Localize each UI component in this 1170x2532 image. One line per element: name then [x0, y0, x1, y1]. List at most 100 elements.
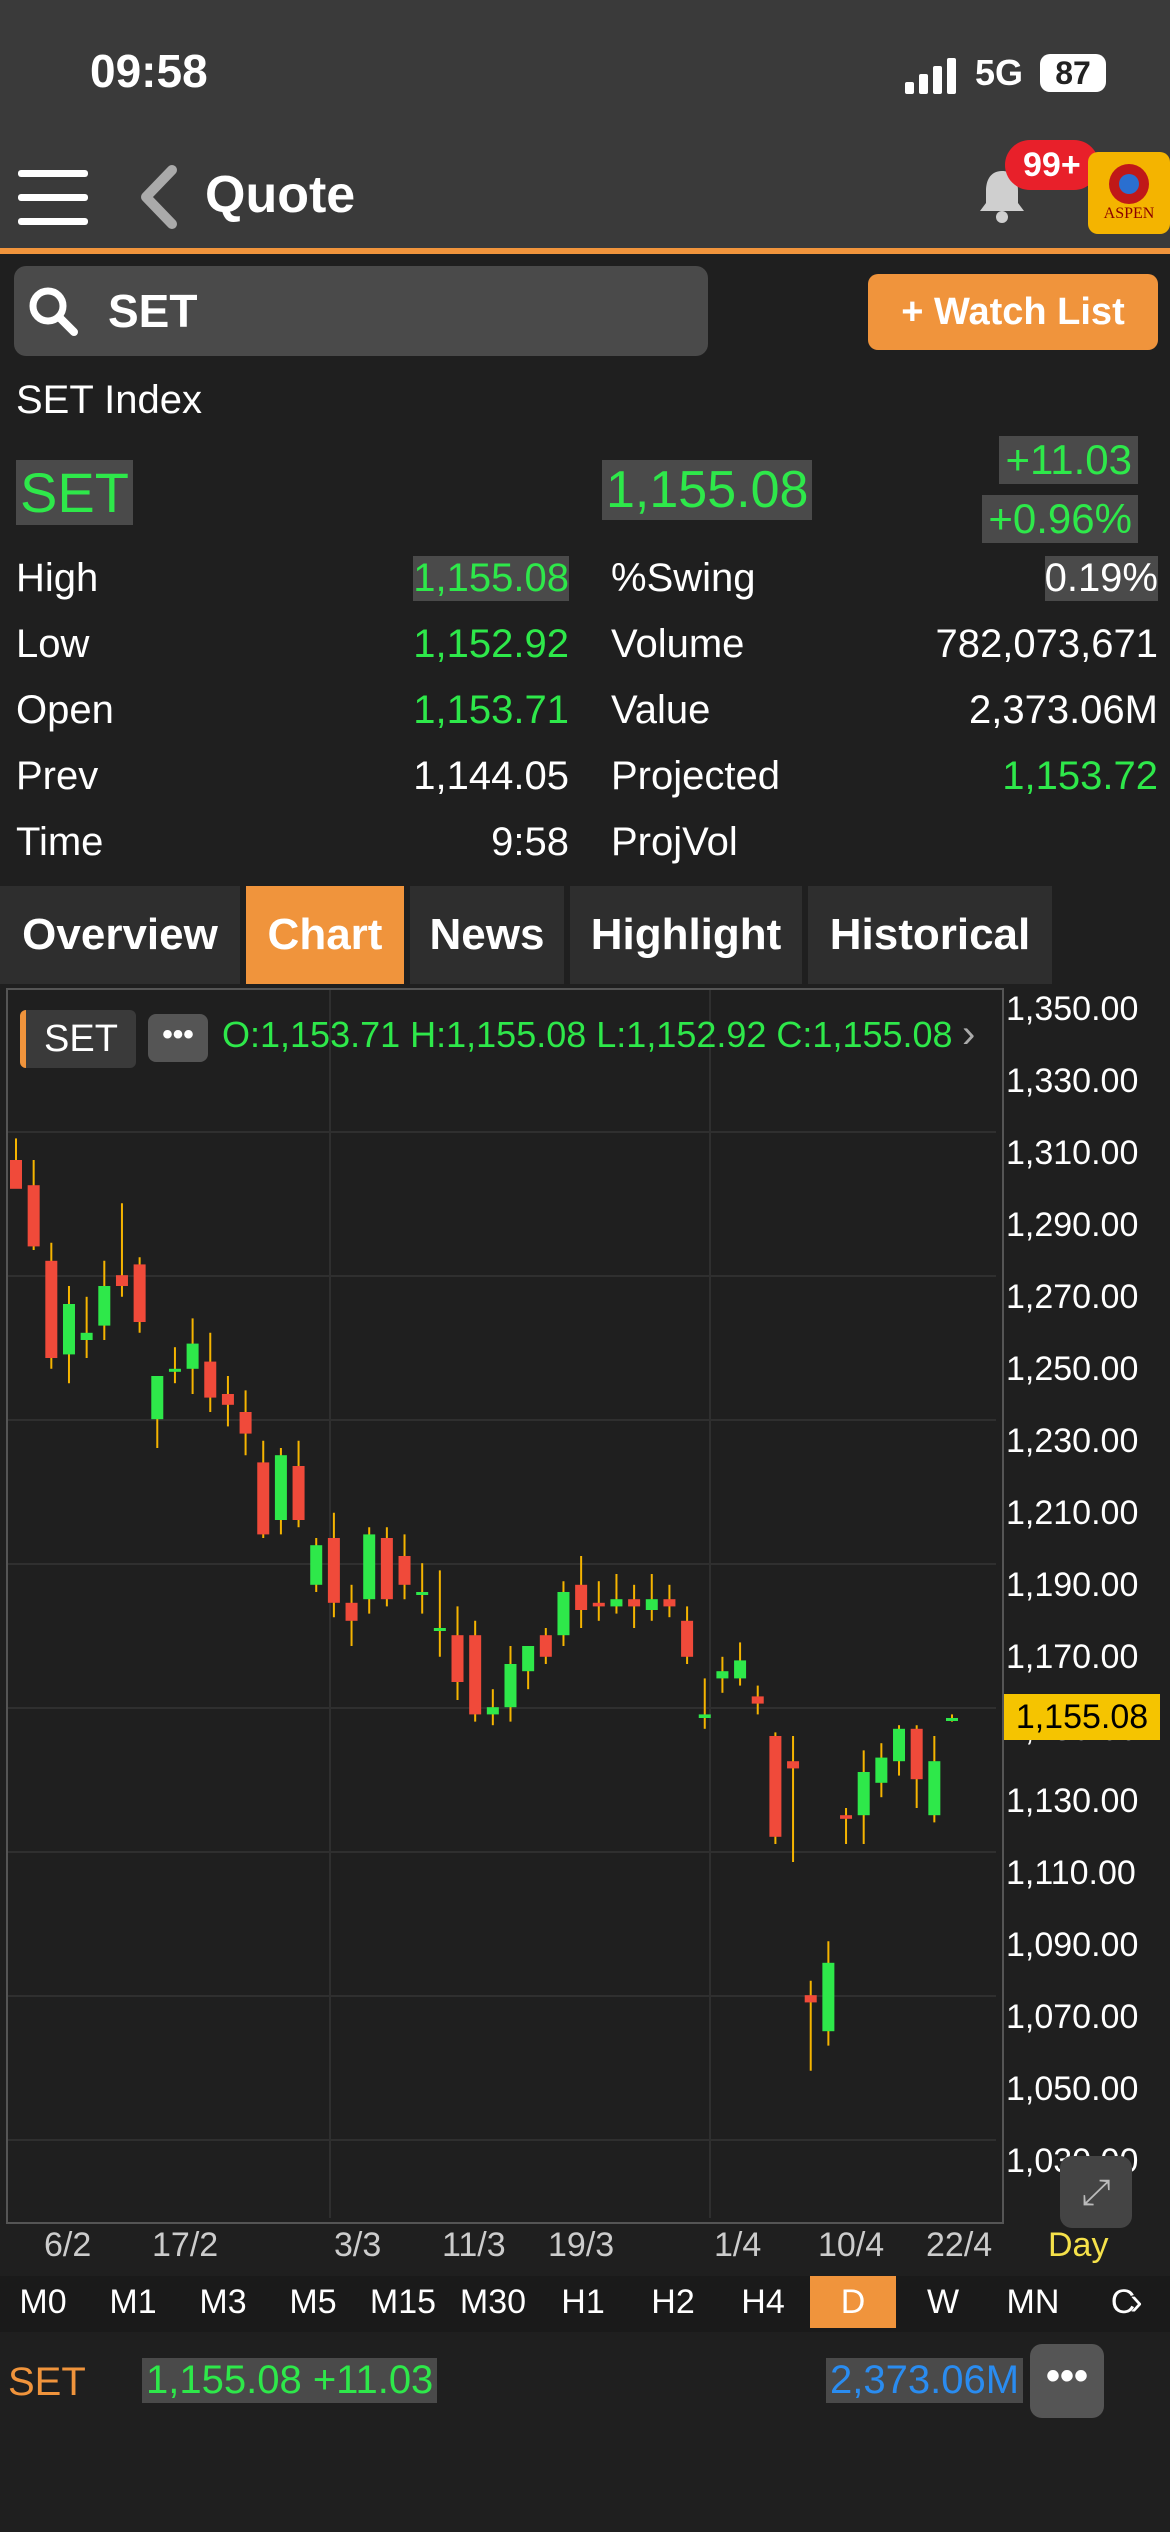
- candle-body: [734, 1660, 747, 1679]
- candle-body: [592, 1602, 605, 1607]
- interval-m15[interactable]: M15: [369, 2283, 437, 2321]
- notification-badge: 99+: [1005, 140, 1099, 190]
- x-tick-label: 22/4: [926, 2226, 993, 2264]
- candle-body: [363, 1534, 376, 1600]
- candle-body: [62, 1304, 75, 1355]
- label-open: Open: [16, 688, 114, 732]
- interval-h2[interactable]: H2: [651, 2283, 695, 2321]
- candle-body: [10, 1160, 22, 1189]
- interval-bar: [0, 2276, 1170, 2332]
- value-projected: 1,153.72: [1002, 754, 1158, 798]
- interval-m1[interactable]: M1: [109, 2283, 157, 2321]
- page-title: Quote: [205, 166, 356, 224]
- interval-h4[interactable]: H4: [741, 2283, 785, 2321]
- value-volume: 782,073,671: [935, 622, 1158, 666]
- y-tick-label: 1,110.00: [1006, 1854, 1136, 1892]
- chevron-right-icon[interactable]: ›: [1130, 2281, 1143, 2323]
- tab-news[interactable]: News: [410, 886, 564, 984]
- candle-body: [645, 1599, 658, 1610]
- expand-icon[interactable]: ⤢: [1060, 2156, 1132, 2228]
- candle-body: [133, 1264, 146, 1322]
- candle-body: [928, 1761, 941, 1816]
- tab-overview[interactable]: Overview: [0, 886, 240, 984]
- ticker-value: 2,373.06M: [826, 2358, 1024, 2403]
- candle-body: [486, 1707, 499, 1715]
- candle-body: [327, 1538, 340, 1603]
- candle-body: [45, 1260, 58, 1358]
- candle-body: [716, 1671, 729, 1679]
- interval-c[interactable]: C: [1110, 2283, 1136, 2321]
- x-tick-label: 3/3: [334, 2226, 382, 2264]
- value-value: 2,373.06M: [968, 688, 1158, 732]
- candle-body: [239, 1412, 252, 1434]
- interval-h1[interactable]: H1: [561, 2283, 605, 2321]
- chart-options-button[interactable]: •••: [148, 1014, 208, 1062]
- value-high: 1,155.08: [413, 556, 569, 601]
- label-projvol: ProjVol: [611, 820, 738, 864]
- y-tick-label: 1,230.00: [1006, 1422, 1139, 1460]
- y-tick-label: 1,050.00: [1006, 2070, 1139, 2108]
- y-tick-label: 1,190.00: [1006, 1566, 1139, 1604]
- candle-body: [151, 1376, 164, 1420]
- candle-body: [893, 1728, 906, 1762]
- interval-m0[interactable]: M0: [19, 2283, 67, 2321]
- current-price-marker: 1,155.08: [1004, 1694, 1160, 1740]
- interval-m3[interactable]: M3: [199, 2283, 247, 2321]
- candle-body: [433, 1628, 446, 1631]
- candle-body: [257, 1462, 270, 1535]
- last-price: 1,155.08: [602, 460, 813, 520]
- y-tick-label: 1,250.00: [1006, 1350, 1139, 1388]
- quote-row: Time 9:58 ProjVol: [16, 820, 1158, 880]
- menu-icon[interactable]: [18, 170, 88, 226]
- price-change: +11.03: [999, 436, 1138, 484]
- chart-ohlc-readout: O:1,153.71 H:1,155.08 L:1,152.92 C:1,155…: [222, 1014, 953, 1055]
- candle-body: [204, 1361, 217, 1398]
- candle-body: [769, 1736, 782, 1837]
- tab-bar: Overview Chart News Highlight Historical: [0, 886, 1170, 984]
- label-value: Value: [611, 688, 711, 732]
- candle-body: [575, 1584, 588, 1610]
- chart-area[interactable]: [6, 988, 1004, 2224]
- tab-highlight[interactable]: Highlight: [570, 886, 802, 984]
- candle-body: [822, 1962, 835, 2032]
- interval-mn[interactable]: MN: [1006, 2283, 1060, 2321]
- tab-historical[interactable]: Historical: [808, 886, 1052, 984]
- x-tick-label: 19/3: [548, 2226, 615, 2264]
- candle-body: [98, 1286, 111, 1326]
- label-high: High: [16, 556, 99, 600]
- label-volume: Volume: [611, 622, 745, 666]
- chart-period-label: Day: [1048, 2226, 1109, 2264]
- brand-logo[interactable]: [1088, 152, 1170, 234]
- network-type: 5G: [975, 52, 1024, 93]
- label-projected: Projected: [611, 754, 780, 798]
- chevron-right-icon[interactable]: ›: [962, 1012, 976, 1056]
- add-watchlist-button[interactable]: + Watch List: [868, 274, 1158, 350]
- app-header: [0, 150, 1170, 254]
- brand-logo-text: ASPEN: [1103, 205, 1155, 222]
- candle-body: [380, 1538, 393, 1600]
- value-time: 9:58: [491, 820, 569, 864]
- interval-m5[interactable]: M5: [289, 2283, 337, 2321]
- ticker-more-button[interactable]: •••: [1030, 2344, 1104, 2418]
- search-icon: [29, 287, 78, 336]
- candle-body: [628, 1599, 641, 1607]
- quote-row: Open 1,153.71 Value 2,373.06M: [16, 688, 1158, 748]
- status-time: 09:58: [90, 45, 208, 97]
- chart-symbol-label[interactable]: SET: [20, 1010, 136, 1068]
- interval-d[interactable]: D: [810, 2276, 896, 2328]
- candle-body: [451, 1635, 464, 1682]
- status-bar: [0, 0, 1170, 150]
- candle-body: [115, 1275, 128, 1286]
- symbol-search-input[interactable]: [14, 266, 708, 356]
- candle-body: [698, 1714, 711, 1718]
- back-icon[interactable]: [136, 164, 180, 230]
- ticker-symbol[interactable]: SET: [8, 2360, 86, 2404]
- interval-w[interactable]: W: [926, 2283, 960, 2321]
- tab-chart[interactable]: Chart: [246, 886, 404, 984]
- value-low: 1,152.92: [413, 622, 569, 666]
- candle-body: [168, 1368, 181, 1372]
- candle-body: [469, 1635, 482, 1715]
- interval-m30[interactable]: M30: [459, 2283, 527, 2321]
- candle-body: [186, 1343, 199, 1369]
- candle-body: [946, 1718, 958, 1721]
